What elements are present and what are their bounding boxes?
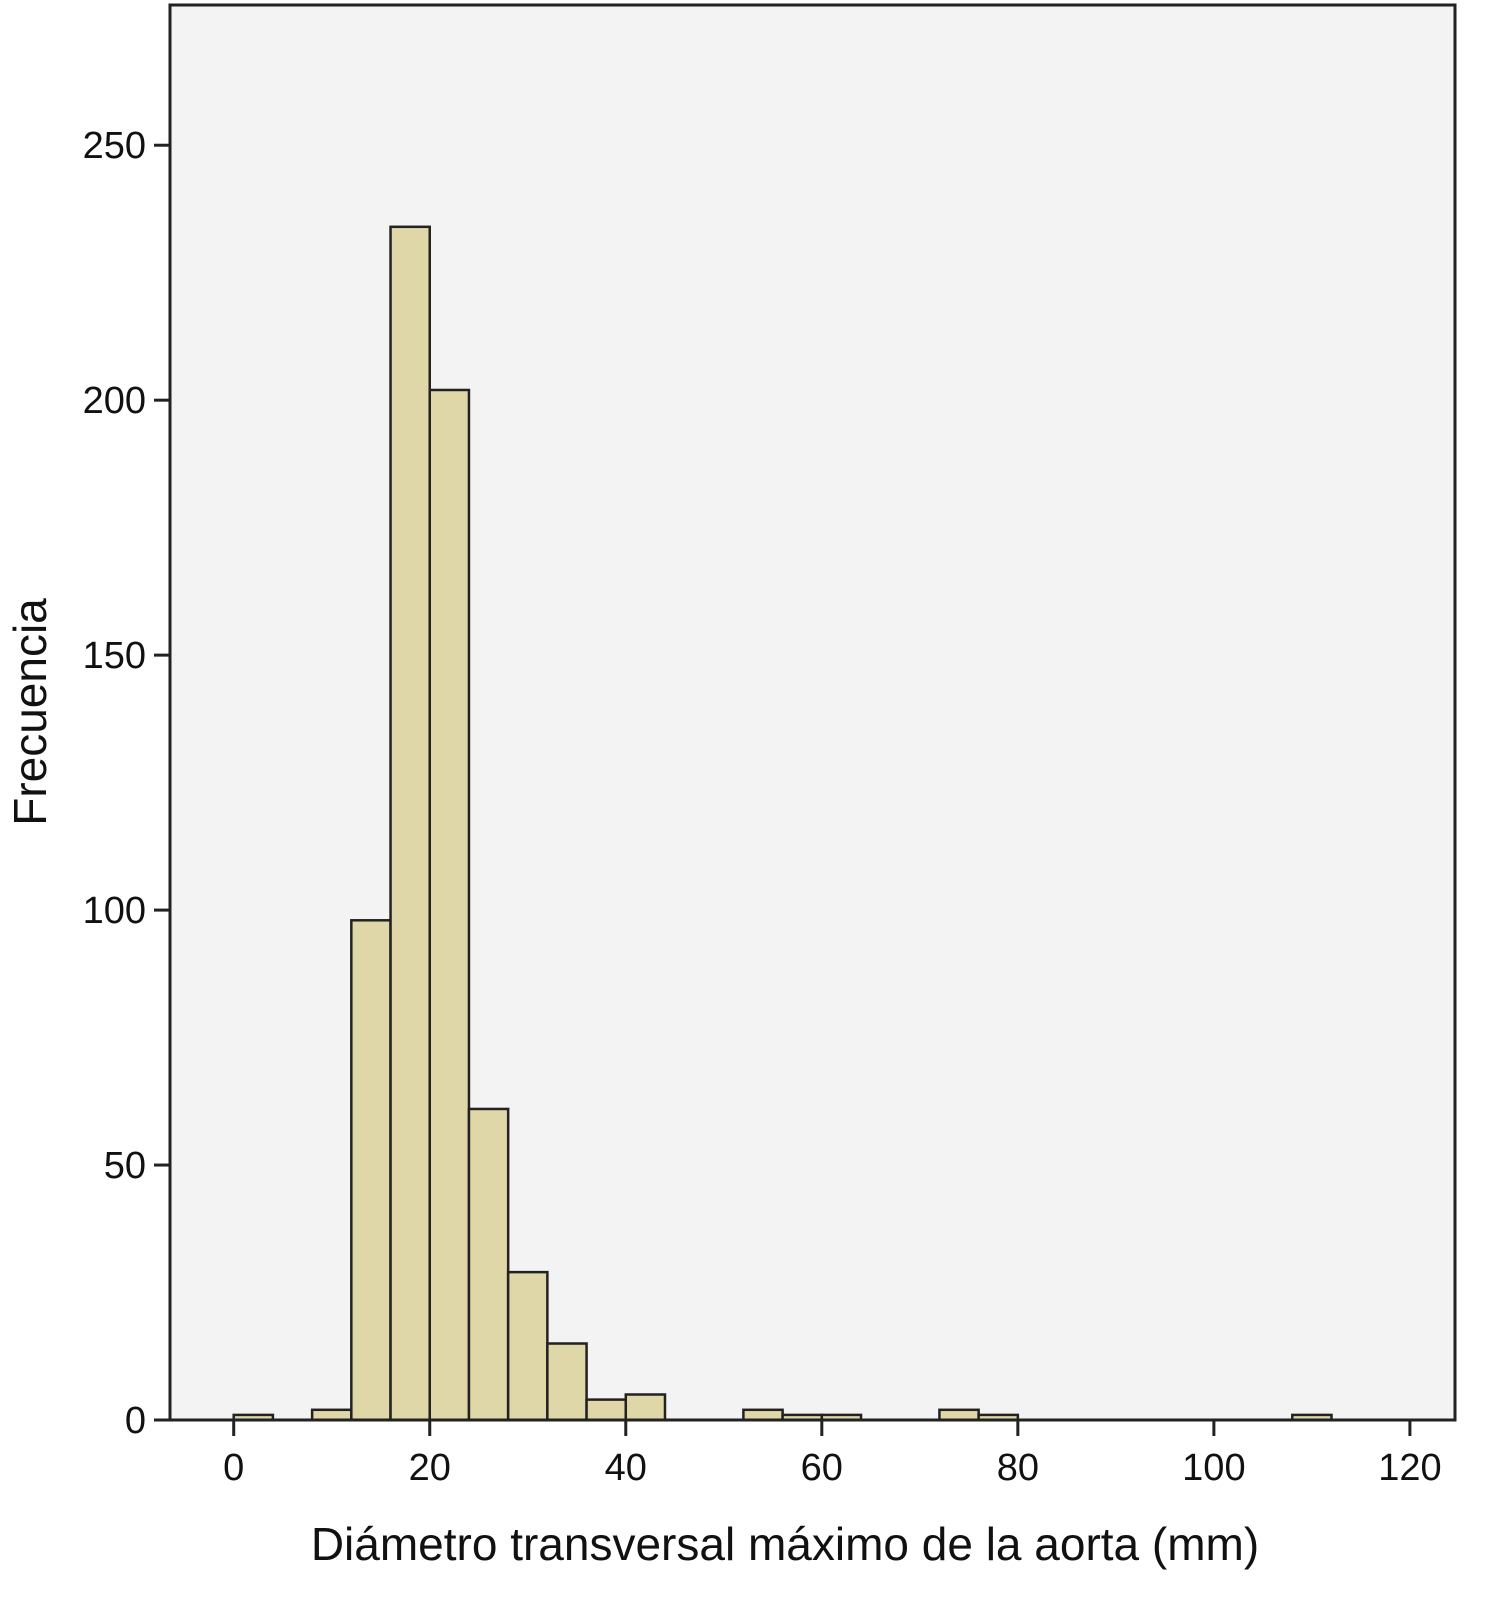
bar [742,1408,784,1422]
x-tick-label: 0 [223,1447,244,1489]
y-tick-label: 50 [104,1145,146,1187]
bar [428,388,471,1422]
y-tick-label: 100 [83,890,146,932]
plot-frame [168,3,1457,1422]
x-tick-label: 120 [1378,1447,1441,1489]
bar [585,1398,628,1422]
y-tick-label: 150 [83,635,146,677]
x-tick-label: 20 [409,1447,451,1489]
y-tick-label: 250 [83,125,146,167]
bar [938,1408,980,1422]
bar [546,1342,588,1422]
x-tick-label: 60 [801,1447,843,1489]
y-tick-label: 200 [83,380,146,422]
y-axis-label: Frecuencia [4,598,56,826]
bar [310,1408,353,1422]
bar [350,919,392,1422]
bar [467,1107,510,1422]
x-tick-label: 100 [1182,1447,1245,1489]
x-tick-label: 80 [997,1447,1039,1489]
bar [389,225,431,1422]
x-axis-label: Diámetro transversal máximo de la aorta … [311,1518,1259,1570]
x-tick-label: 40 [605,1447,647,1489]
bar [506,1270,549,1422]
y-tick-label: 0 [125,1400,146,1442]
bar [624,1393,667,1422]
